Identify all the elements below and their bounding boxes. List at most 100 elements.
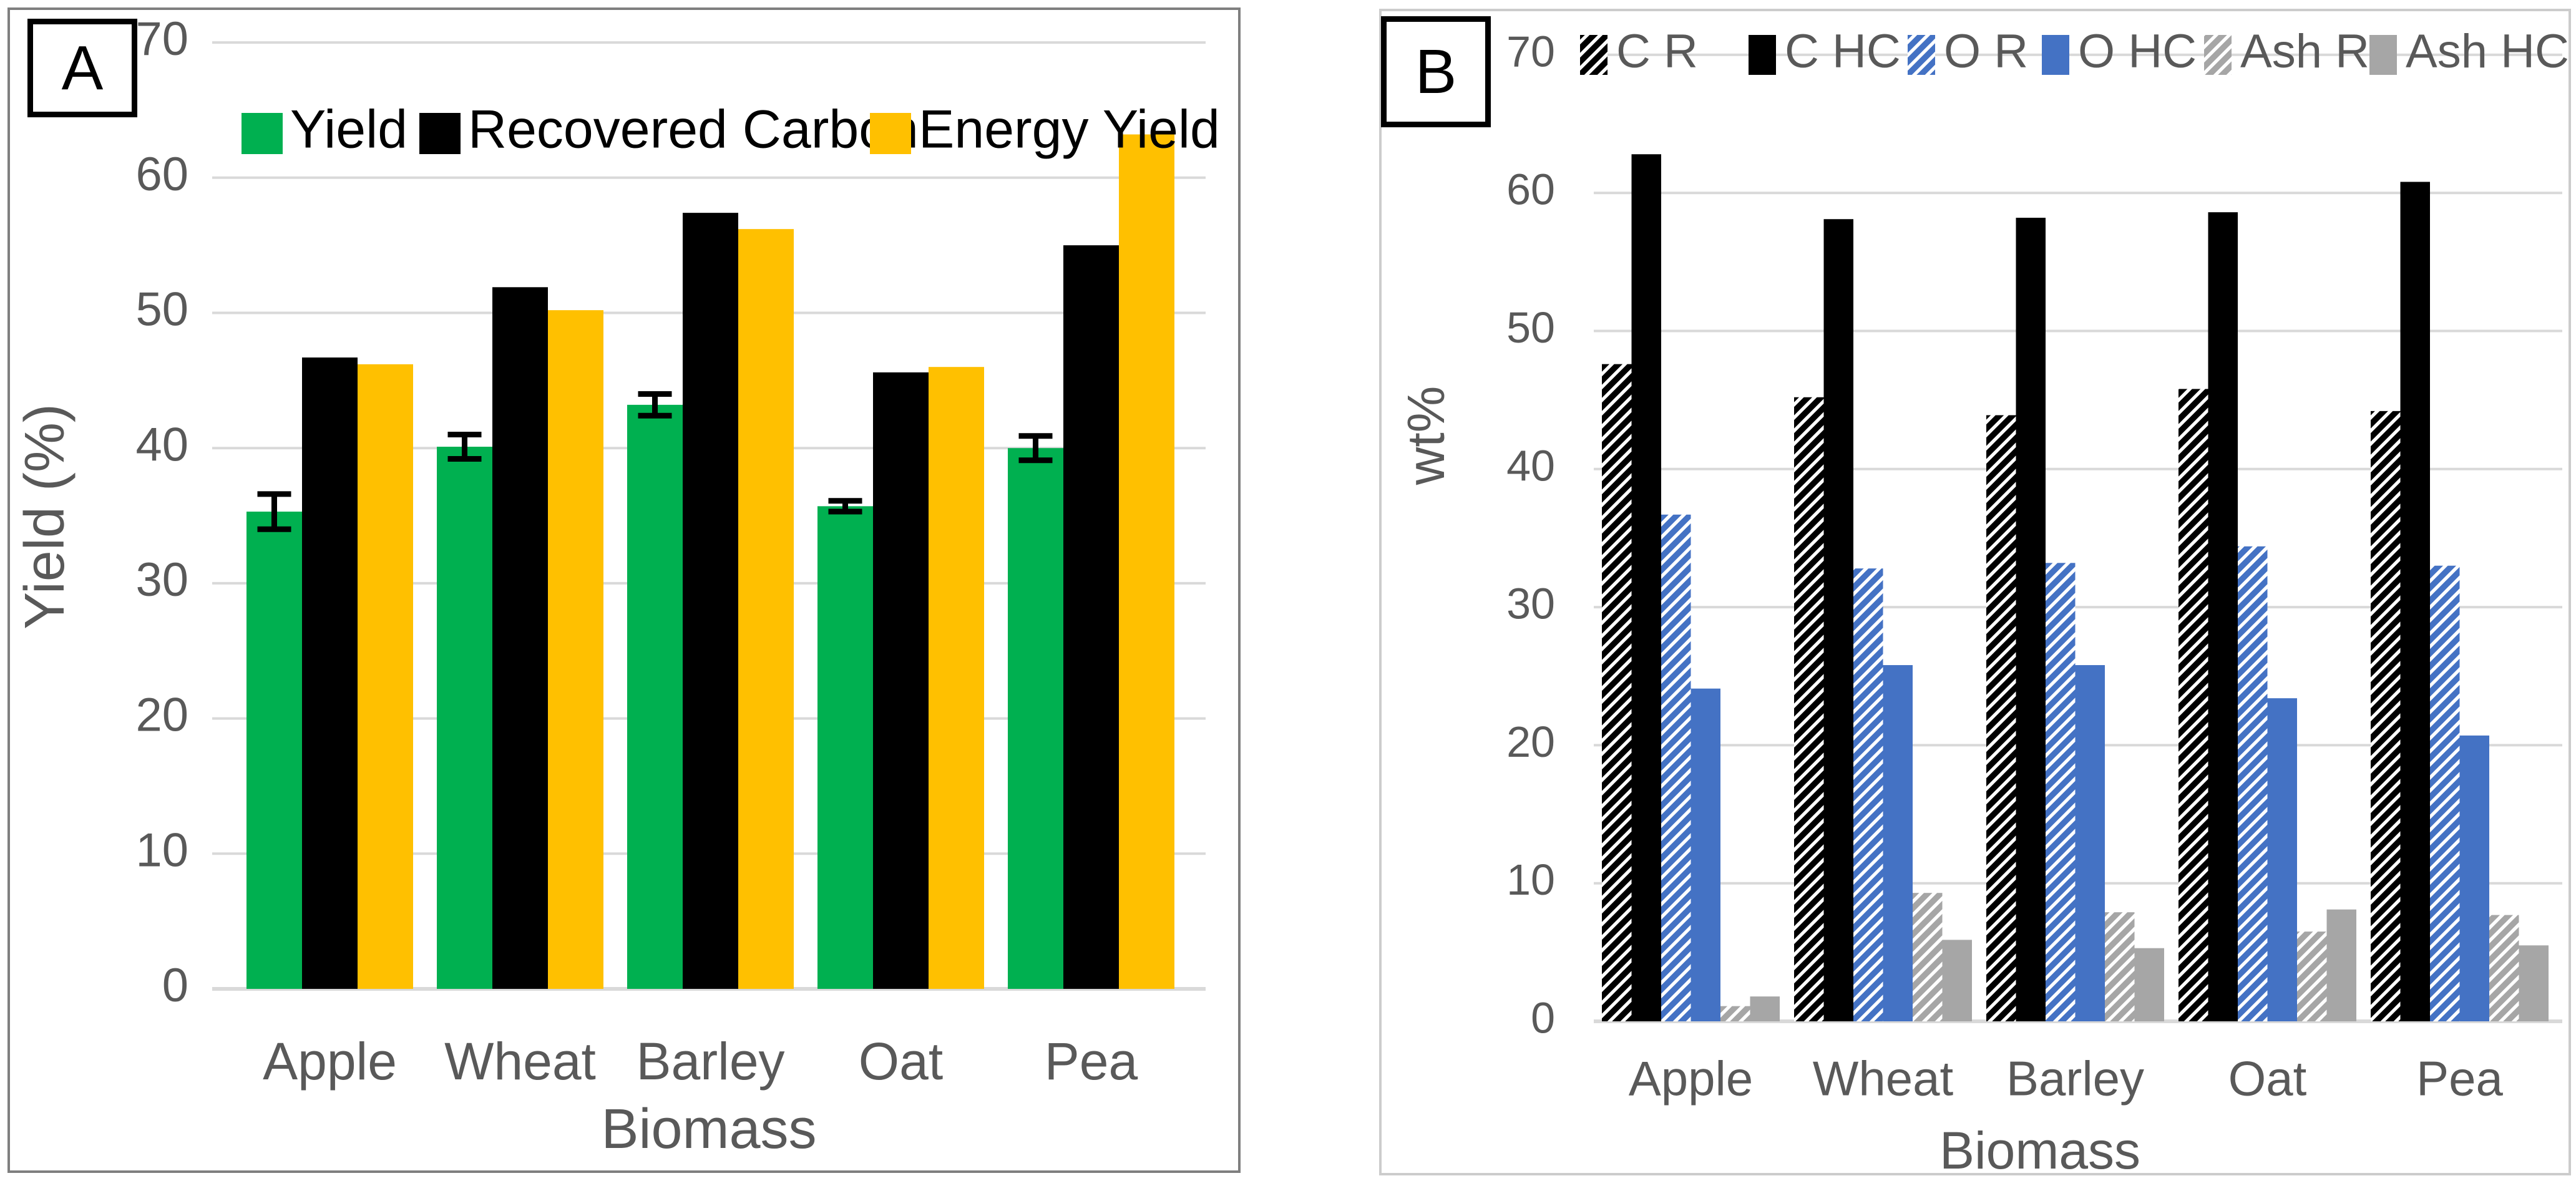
legend-label-c-r: C R [1616,25,1698,78]
legend-swatch-yield [242,113,283,154]
legend-label-o-hc: O HC [2078,25,2197,78]
error-bar-barley [638,391,672,419]
bar-wheat-recovered-carbon [492,287,548,989]
bar-barley-ash-hc [2134,948,2164,1021]
x-category-label: Pea [2416,1051,2503,1106]
bar-apple-recovered-carbon [302,357,358,989]
y-tick-label: 30 [135,553,188,606]
bar-barley-o-r [2046,563,2076,1021]
y-axis-title: Yield (%) [14,404,76,630]
bar-oat-c-r [2178,389,2208,1021]
panel-a-yield-chart: 0 10 20 30 40 50 60 70 Apple Wheat Barley Oat Pea Bio… [7,7,1241,1173]
error-bar-wheat [447,432,482,462]
y-axis-title: wt% [1397,386,1455,486]
legend-swatch-c-hc [1749,35,1776,75]
bar-chart-wt-percent: 0 10 20 30 40 50 60 70 Apple Wheat Barley Oat Pea Bio… [1397,25,2569,1173]
bar-pea-c-r [2371,411,2401,1021]
y-tick-label: 20 [135,689,188,742]
bar-pea-ash-r [2489,915,2519,1021]
y-tick-label: 60 [1506,165,1555,214]
bar-oat-ash-hc [2326,909,2356,1021]
legend-label-ash-r: Ash R [2240,25,2369,78]
bar-barley-c-r [1986,415,2016,1021]
legend-swatch-o-r [1908,35,1935,75]
bar-chart-yield: 0 10 20 30 40 50 60 70 Apple Wheat Barley Oat Pea Bio… [14,12,1220,1160]
bar-pea-o-hc [2459,735,2489,1021]
legend-label-energy-yield: Energy Yield [919,100,1220,160]
legend-swatch-energy-yield [870,113,911,154]
panel-b-label-box: B [1381,16,1491,127]
bar-pea-ash-hc [2519,945,2549,1021]
panel-b-composition-chart: 0 10 20 30 40 50 60 70 Apple Wheat Barley Oat Pea Bio… [1379,9,2571,1175]
y-tick-label: 10 [135,824,188,877]
bar-oat-recovered-carbon [873,372,929,989]
x-axis-title: Biomass [1939,1121,2140,1173]
legend-label-c-hc: C HC [1785,25,1901,78]
x-category-label: Apple [263,1032,397,1091]
bar-oat-yield [817,506,873,989]
bar-oat-o-r [2238,546,2268,1021]
bar-wheat-o-hc [1883,665,1913,1021]
y-tick-label: 70 [1506,27,1555,75]
bar-apple-energy-yield [358,364,413,989]
bar-barley-o-hc [2075,665,2105,1021]
bar-barley-ash-r [2105,912,2135,1021]
y-tick-label: 0 [1531,993,1555,1042]
y-tick-label: 10 [1506,855,1555,904]
bar-apple-ash-r [1720,1006,1750,1021]
x-axis-title: Biomass [601,1098,816,1160]
x-category-label: Apple [1629,1051,1754,1106]
bar-apple-o-r [1661,514,1691,1021]
x-category-label: Oat [859,1032,943,1091]
x-category-label: Barley [2006,1051,2144,1106]
legend-swatch-recovered-carbon [419,113,461,154]
bar-apple-c-r [1602,364,1632,1021]
bar-wheat-o-r [1853,568,1883,1021]
y-tick-label: 50 [1506,303,1555,352]
y-tick-label: 20 [1506,717,1555,766]
bar-pea-recovered-carbon [1063,245,1119,989]
y-tick-label: 40 [135,418,188,471]
x-category-label: Oat [2228,1051,2307,1106]
legend-swatch-o-hc [2042,35,2069,75]
legend-label-recovered-carbon: Recovered Carbon [468,100,919,160]
y-tick-label: 40 [1506,441,1555,490]
bar-apple-ash-hc [1750,996,1780,1021]
bar-pea-c-hc [2400,182,2430,1022]
bar-wheat-yield [437,447,492,989]
bar-wheat-energy-yield [548,310,603,989]
bar-pea-o-r [2430,565,2460,1021]
bar-oat-c-hc [2208,212,2238,1021]
y-tick-label: 0 [162,959,188,1012]
legend-swatch-ash-r [2204,35,2232,75]
bar-oat-ash-r [2297,931,2327,1021]
panel-a-label-box: A [27,19,137,117]
bar-pea-energy-yield [1119,134,1174,989]
bar-wheat-c-hc [1823,219,1853,1021]
error-bar-oat [828,498,862,515]
panel-b-letter: B [1415,36,1457,107]
bar-oat-energy-yield [929,367,984,989]
x-category-label: Wheat [1813,1051,1954,1106]
bar-apple-yield [246,512,302,989]
bar-barley-c-hc [2016,218,2046,1022]
x-category-label: Wheat [444,1032,596,1091]
bar-apple-o-hc [1690,688,1720,1021]
bar-pea-yield [1008,448,1063,989]
legend-swatch-c-r [1580,35,1608,75]
legend-label-ash-hc: Ash HC [2406,25,2569,78]
bar-apple-c-hc [1631,154,1661,1022]
error-bar-apple [257,491,291,532]
bar-barley-recovered-carbon [683,213,738,989]
bar-wheat-ash-r [1913,893,1943,1021]
y-tick-label: 70 [135,12,188,66]
legend-label-yield: Yield [290,100,407,160]
legend-label-o-r: O R [1944,25,2028,78]
y-tick-label: 30 [1506,580,1555,628]
x-category-label: Barley [636,1032,784,1091]
panel-a-letter: A [61,32,104,103]
bar-wheat-ash-hc [1942,940,1972,1021]
bar-barley-energy-yield [738,229,794,989]
x-category-label: Pea [1045,1032,1138,1091]
